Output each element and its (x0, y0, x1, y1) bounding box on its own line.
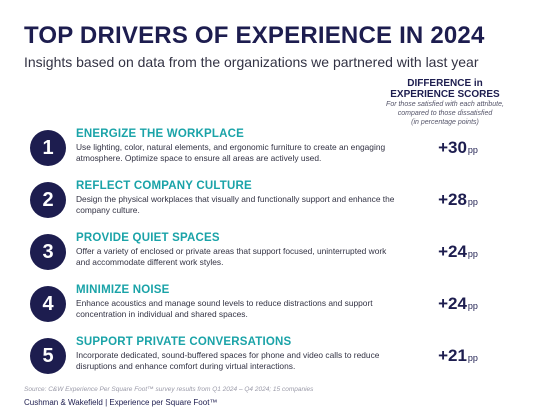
driver-description: Design the physical workplaces that visu… (76, 194, 395, 215)
driver-number-badge: 4 (30, 286, 66, 322)
driver-score-unit: pp (467, 197, 478, 207)
driver-title: ENERGIZE THE WORKPLACE (76, 128, 244, 140)
driver-title: PROVIDE QUIET SPACES (76, 232, 220, 244)
score-column-header: DIFFERENCE in EXPERIENCE SCORES For thos… (370, 78, 520, 127)
page-title: TOP DRIVERS OF EXPERIENCE IN 2024 (24, 22, 485, 49)
driver-row-5: 5 SUPPORT PRIVATE CONVERSATIONS Incorpor… (30, 336, 530, 380)
driver-number-badge: 2 (30, 182, 66, 218)
driver-score-value: +21 (438, 346, 467, 365)
page-subtitle: Insights based on data from the organiza… (24, 54, 479, 70)
driver-score-value: +30 (438, 138, 467, 157)
driver-score: +24pp (408, 242, 508, 262)
driver-score: +24pp (408, 294, 508, 314)
driver-title: MINIMIZE NOISE (76, 284, 170, 296)
driver-score: +28pp (408, 190, 508, 210)
driver-number-badge: 3 (30, 234, 66, 270)
driver-row-1: 1 ENERGIZE THE WORKPLACE Use lighting, c… (30, 128, 530, 172)
footer-credit: Cushman & Wakefield | Experience per Squ… (24, 398, 218, 407)
driver-score-value: +24 (438, 294, 467, 313)
driver-number-badge: 1 (30, 130, 66, 166)
driver-row-2: 2 REFLECT COMPANY CULTURE Design the phy… (30, 180, 530, 224)
driver-score-unit: pp (467, 249, 478, 259)
score-column-title-line1: DIFFERENCE in (407, 78, 483, 89)
score-column-note-line1: For those satisfied with each attribute, (386, 101, 504, 108)
driver-score-unit: pp (467, 301, 478, 311)
score-column-note-line2: compared to those dissatisfied (397, 110, 493, 117)
driver-row-3: 3 PROVIDE QUIET SPACES Offer a variety o… (30, 232, 530, 276)
driver-description: Incorporate dedicated, sound-buffered sp… (76, 350, 380, 371)
score-column-title-line2: EXPERIENCE SCORES (390, 89, 500, 100)
driver-row-4: 4 MINIMIZE NOISE Enhance acoustics and m… (30, 284, 530, 328)
driver-description: Offer a variety of enclosed or private a… (76, 246, 387, 267)
driver-score-value: +24 (438, 242, 467, 261)
score-column-note-line3: (in percentage points) (411, 119, 479, 126)
driver-description: Enhance acoustics and manage sound level… (76, 298, 373, 319)
driver-title: REFLECT COMPANY CULTURE (76, 180, 252, 192)
driver-number-badge: 5 (30, 338, 66, 374)
driver-score-value: +28 (438, 190, 467, 209)
driver-score-unit: pp (467, 145, 478, 155)
driver-score: +21pp (408, 346, 508, 366)
driver-score-unit: pp (467, 353, 478, 363)
driver-score: +30pp (408, 138, 508, 158)
driver-title: SUPPORT PRIVATE CONVERSATIONS (76, 336, 292, 348)
driver-description: Use lighting, color, natural elements, a… (76, 142, 386, 163)
source-note: Source: C&W Experience Per Square Foot™ … (24, 386, 314, 393)
